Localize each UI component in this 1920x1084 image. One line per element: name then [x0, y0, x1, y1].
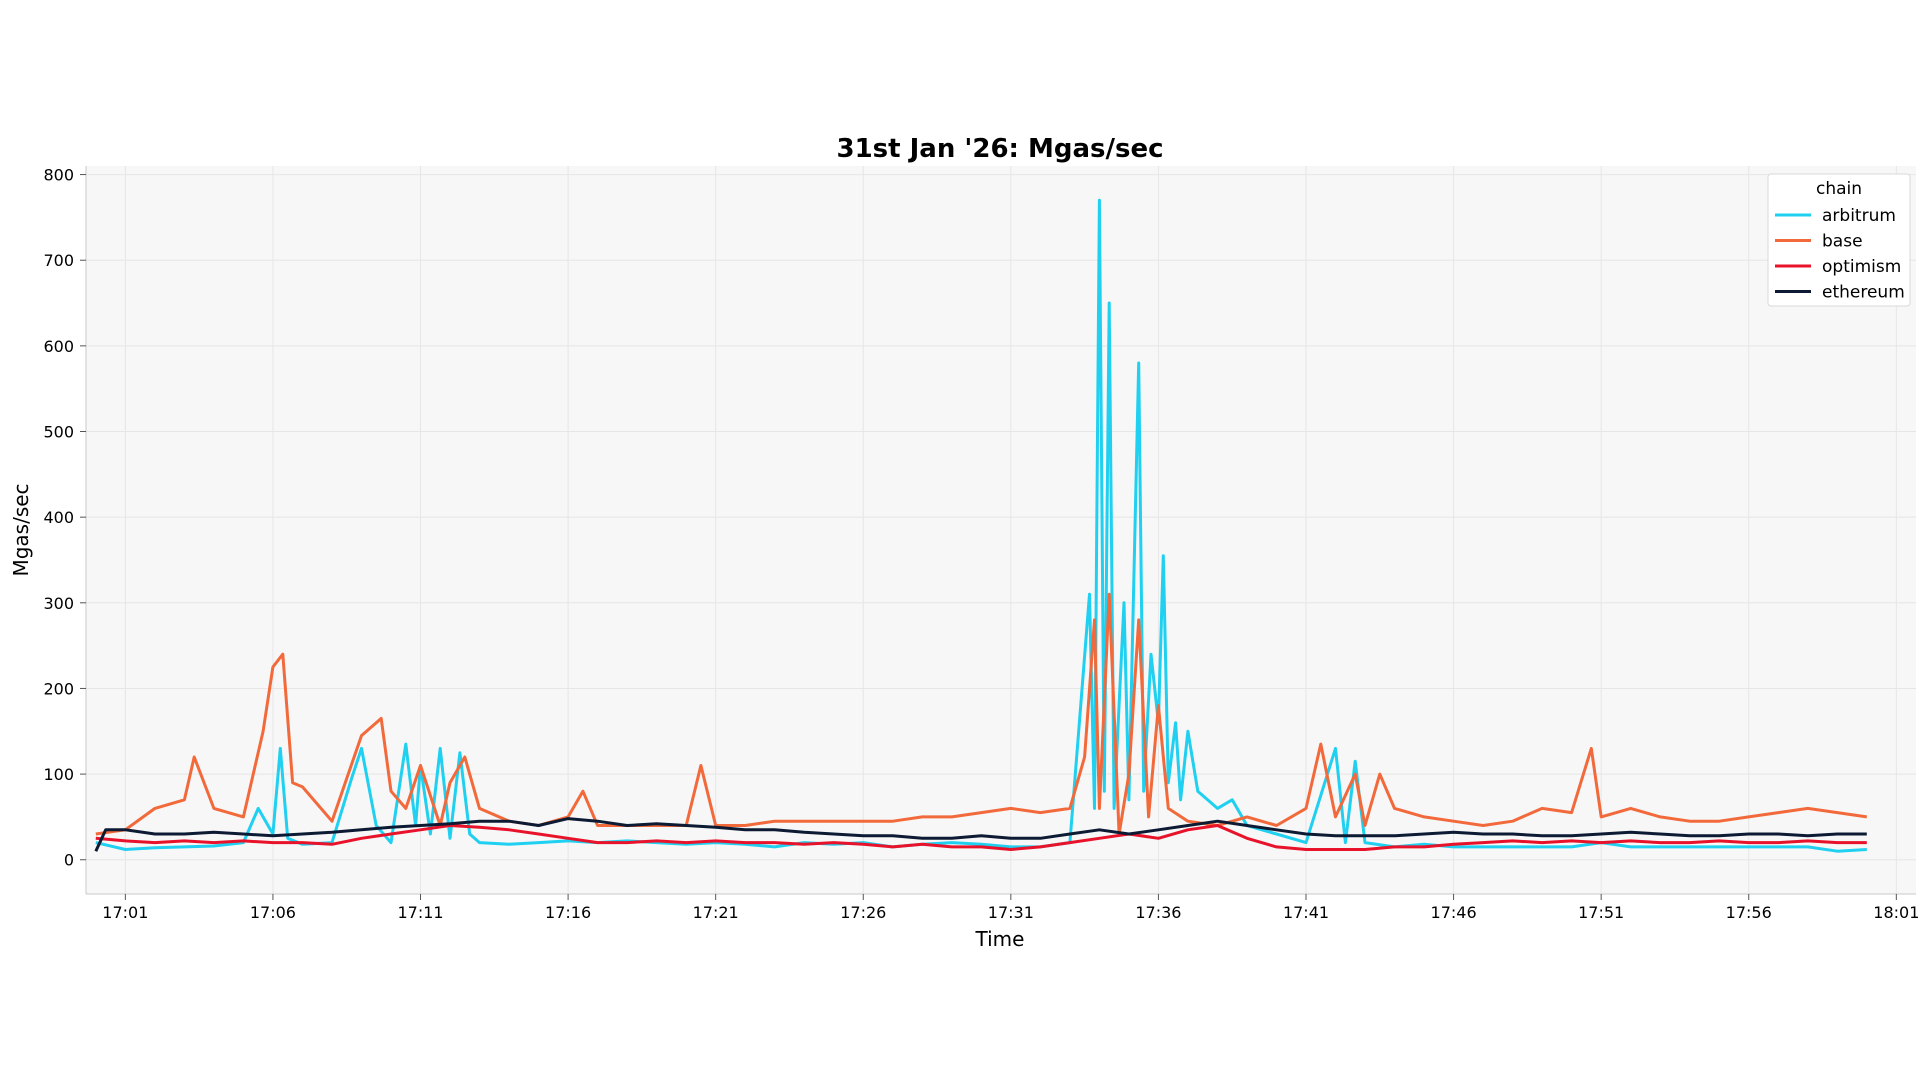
x-axis-label: Time [975, 927, 1025, 951]
y-tick-label: 200 [43, 679, 74, 698]
series-layer [94, 198, 1868, 853]
legend: chain arbitrum base optimism ethereum [1767, 173, 1911, 307]
y-axis: 0 100 200 300 400 500 600 700 800 [43, 166, 87, 894]
series-line-optimism [95, 824, 1867, 851]
y-tick-label: 100 [43, 765, 74, 784]
x-tick-label: 17:41 [1283, 903, 1329, 922]
x-tick-label: 17:06 [250, 903, 296, 922]
y-tick-label: 400 [43, 508, 74, 527]
y-tick-label: 300 [43, 594, 74, 613]
x-tick-label: 17:21 [693, 903, 739, 922]
legend-label-arbitrum: arbitrum [1822, 206, 1896, 226]
grid-lines [86, 166, 1916, 894]
y-tick-label: 800 [43, 166, 74, 185]
series-line-base [95, 592, 1868, 836]
legend-label-base: base [1822, 232, 1863, 252]
x-tick-label: 17:31 [988, 903, 1034, 922]
legend-box [1767, 173, 1911, 307]
x-tick-label: 17:51 [1578, 903, 1624, 922]
x-tick-label: 17:26 [840, 903, 886, 922]
x-tick-label: 17:01 [102, 903, 148, 922]
legend-title: chain [1816, 179, 1862, 199]
legend-items: arbitrum base optimism ethereum [1775, 206, 1905, 303]
plot-area [86, 166, 1916, 894]
x-tick-label: 17:46 [1431, 903, 1477, 922]
y-tick-label: 600 [43, 337, 74, 356]
y-tick-label: 500 [43, 423, 74, 442]
y-axis-label: Mgas/sec [9, 483, 33, 576]
y-tick-label: 700 [43, 251, 74, 270]
legend-label-ethereum: ethereum [1822, 283, 1905, 303]
series-line-ethereum [94, 817, 1867, 852]
x-tick-label: 17:56 [1726, 903, 1772, 922]
x-tick-label: 17:11 [397, 903, 443, 922]
legend-label-optimism: optimism [1822, 257, 1901, 277]
x-tick-label: 17:36 [1135, 903, 1181, 922]
x-tick-label: 17:16 [545, 903, 591, 922]
x-axis: 17:01 17:06 17:11 17:16 17:21 17:26 17:31 17:36… [86, 893, 1919, 922]
y-tick-label: 0 [64, 851, 74, 870]
x-tick-label: 18:01 [1873, 903, 1919, 922]
chart-title: 31st Jan '26: Mgas/sec [836, 134, 1163, 164]
